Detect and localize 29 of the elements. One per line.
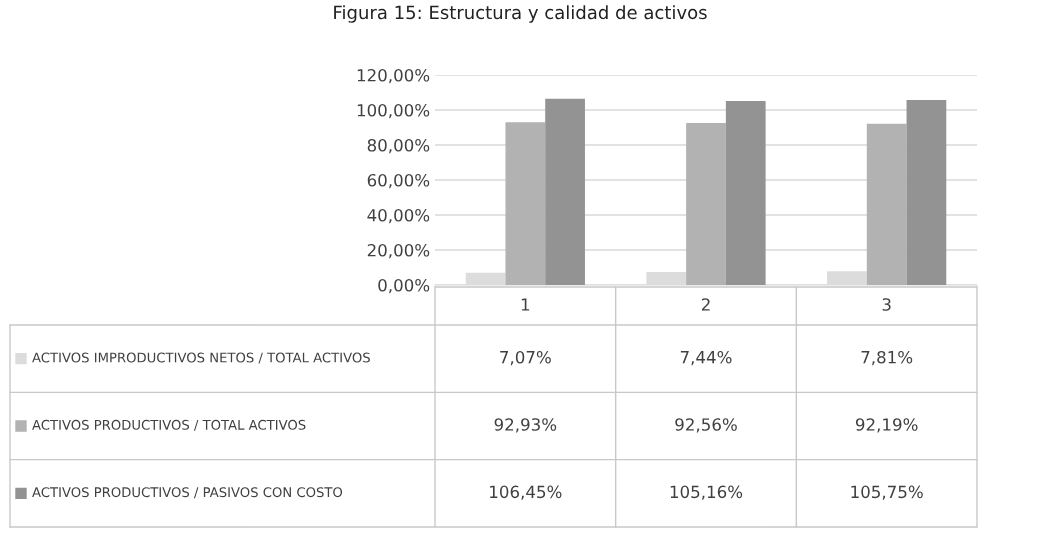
y-tick-label: 60,00%	[367, 173, 430, 189]
x-tick-label: 1	[521, 298, 530, 311]
y-tick-label: 100,00%	[357, 103, 430, 119]
x-tick-label: 2	[701, 298, 710, 311]
x-tick-label: 3	[882, 298, 891, 311]
y-tick-label: 20,00%	[367, 243, 430, 259]
legend-label: ACTIVOS IMPRODUCTIVOS NETOS / TOTAL ACTIVOS	[32, 352, 370, 364]
bar	[505, 122, 546, 285]
data-label: 92,93%	[494, 418, 557, 433]
legend-label: ACTIVOS PRODUCTIVOS / PASIVOS CON COSTO	[32, 487, 343, 499]
bar	[545, 98, 585, 285]
bar	[686, 123, 726, 285]
legend-label: ACTIVOS PRODUCTIVOS / TOTAL ACTIVOS	[32, 419, 306, 431]
data-label: 105,16%	[670, 485, 743, 500]
y-tick-label: 80,00%	[367, 138, 430, 154]
data-label: 92,56%	[675, 418, 737, 433]
y-tick-label: 120,00%	[357, 68, 430, 84]
chart-title: Figura 15: Estructura y calidad de activos	[334, 5, 707, 23]
data-label: 106,45%	[490, 485, 562, 500]
data-label: 92,19%	[855, 418, 918, 433]
data-label: 7,44%	[680, 350, 732, 366]
data-label: 7,81%	[861, 350, 913, 366]
data-label: 7,07%	[500, 350, 551, 366]
y-tick-label: 40,00%	[367, 208, 430, 224]
bar	[725, 100, 766, 285]
bar	[906, 99, 947, 285]
data-label: 105,75%	[851, 485, 923, 500]
y-tick-label: 0,00%	[378, 278, 430, 294]
bar	[866, 123, 907, 285]
